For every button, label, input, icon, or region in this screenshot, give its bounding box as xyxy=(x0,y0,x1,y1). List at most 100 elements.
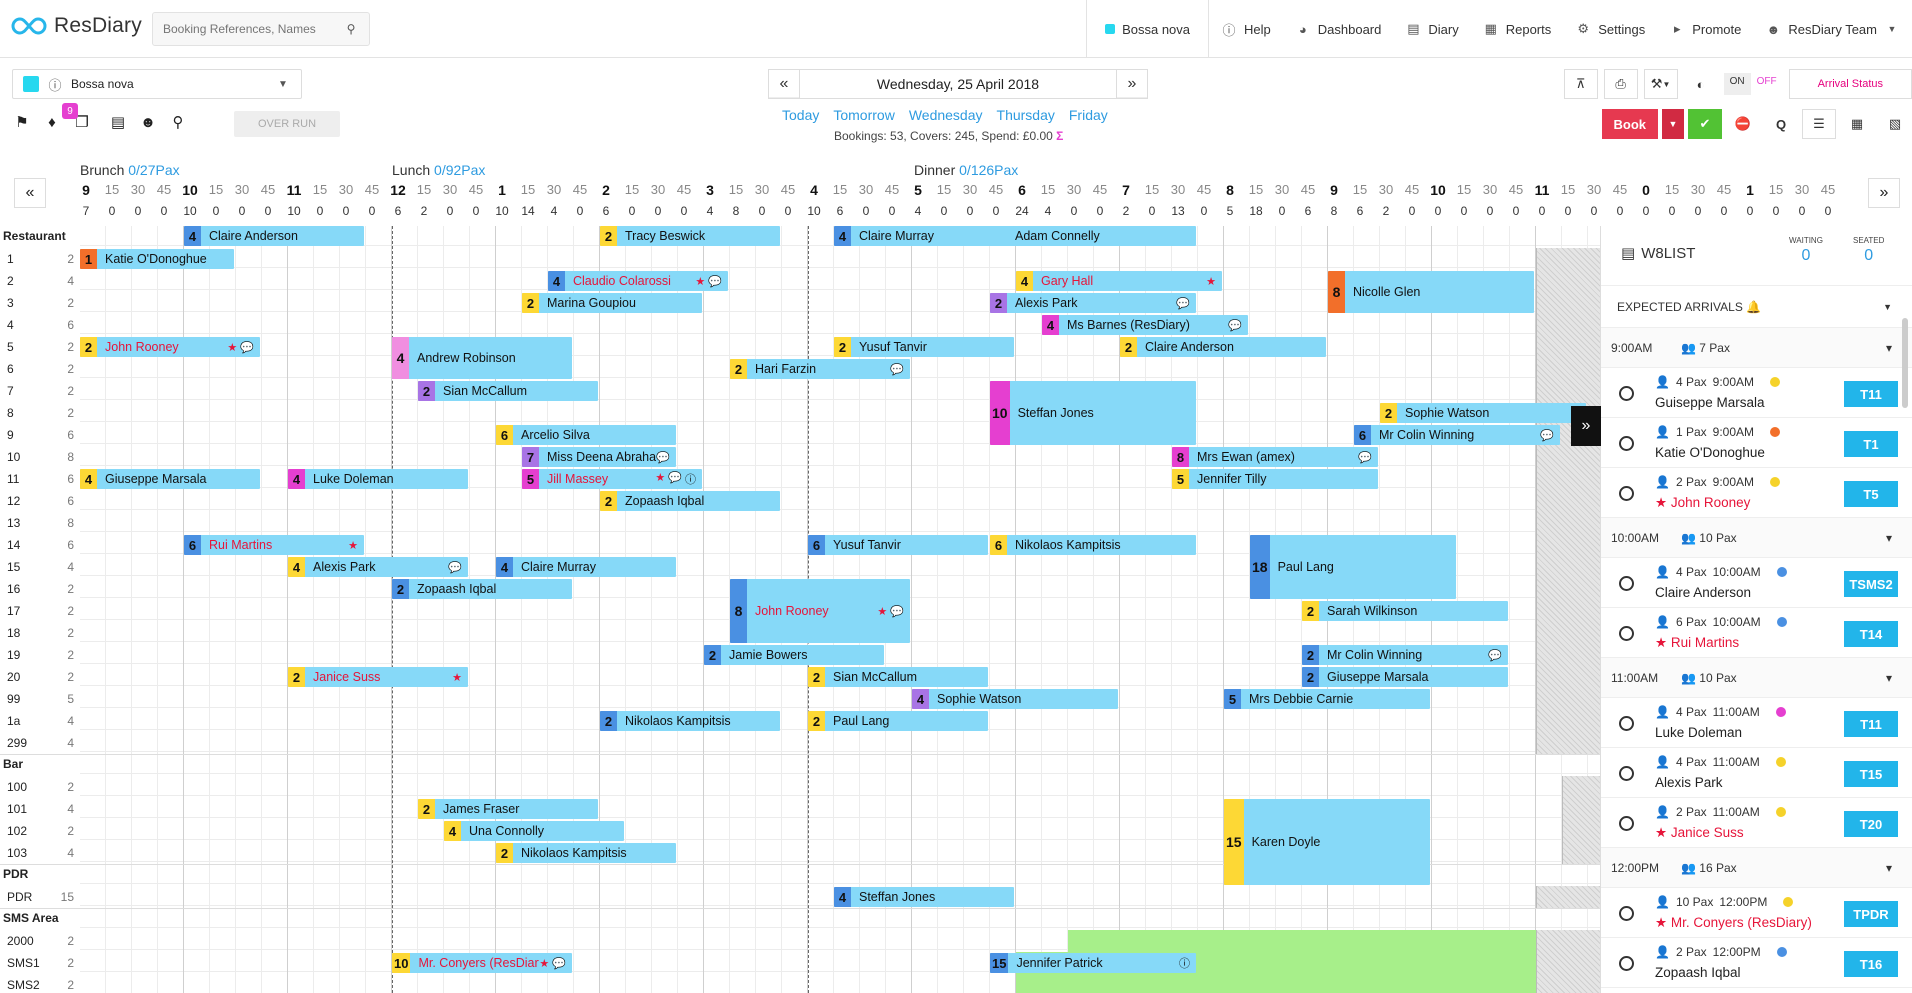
arrival-table-button[interactable]: T16 xyxy=(1844,951,1898,977)
arrival-table-button[interactable]: TSMS2 xyxy=(1844,571,1898,597)
booking-block[interactable]: 7 Miss Deena Abraham 💬 xyxy=(522,447,676,467)
table-row-label[interactable]: 99 5 xyxy=(0,688,80,710)
arrival-table-button[interactable]: T11 xyxy=(1844,711,1898,737)
nav-dashboard[interactable]: ◕ Dashboard xyxy=(1283,0,1394,58)
table-row-label[interactable]: 11 6 xyxy=(0,468,80,490)
arrival-item[interactable]: 👤 4 Pax 11:00AM Luke Doleman T11 xyxy=(1601,698,1912,748)
booking-block[interactable]: 2 Yusuf Tanvir xyxy=(834,337,1014,357)
booking-block[interactable]: 2 Janice Suss ★ xyxy=(288,667,468,687)
booking-block[interactable]: 15 Karen Doyle xyxy=(1224,799,1430,885)
booking-block[interactable]: 4 Steffan Jones xyxy=(834,887,1014,907)
arrival-item[interactable]: 👤 1 Pax 9:00AM Katie O'Donoghue T1 xyxy=(1601,418,1912,468)
booking-block[interactable]: 4 Andrew Robinson xyxy=(392,337,572,379)
booking-block[interactable]: 5 Mrs Debbie Carnie xyxy=(1224,689,1430,709)
session-dinner[interactable]: Dinner 0/126Pax xyxy=(914,162,1018,178)
timeline-next-button[interactable]: » xyxy=(1868,178,1900,208)
table-row-label[interactable]: 20 2 xyxy=(0,666,80,688)
arrival-table-button[interactable]: T5 xyxy=(1844,481,1898,507)
booking-block[interactable]: 2 John Rooney ★ 💬 xyxy=(80,337,260,357)
arrival-item[interactable]: 👤 2 Pax 11:00AM ★ Janice Suss T20 xyxy=(1601,798,1912,848)
push-top-button[interactable]: ⊼ xyxy=(1563,69,1598,99)
booking-block[interactable]: 18 Paul Lang xyxy=(1250,535,1456,599)
nav-team[interactable]: ☻ ResDiary Team ▼ xyxy=(1753,0,1912,58)
booking-block[interactable]: 2 Sian McCallum xyxy=(808,667,988,687)
booking-block[interactable]: 4 Ms Barnes (ResDiary) 💬 xyxy=(1042,315,1248,335)
table-row-label[interactable]: 13 8 xyxy=(0,512,80,534)
table-row-label[interactable]: 14 6 xyxy=(0,534,80,556)
arrival-item[interactable]: 👤 4 Pax 9:00AM Guiseppe Marsala T11 xyxy=(1601,368,1912,418)
block-button[interactable]: ⛔ xyxy=(1726,109,1760,139)
session-lunch[interactable]: Lunch 0/92Pax xyxy=(392,162,485,178)
search-input[interactable] xyxy=(163,22,343,36)
booking-block[interactable]: 4 Una Connolly xyxy=(444,821,624,841)
booking-block[interactable]: 1 Katie O'Donoghue xyxy=(80,249,234,269)
booking-block[interactable]: 6 Nikolaos Kampitsis xyxy=(990,535,1196,555)
arrival-time-slot[interactable]: 12:00PM 👥 16 Pax ▾ xyxy=(1601,848,1912,888)
arrival-table-button[interactable]: T15 xyxy=(1844,761,1898,787)
nav-settings[interactable]: ⚙ Settings xyxy=(1563,0,1657,58)
booking-block[interactable]: 2 Nikolaos Kampitsis xyxy=(496,843,676,863)
print-button[interactable]: ⎙ xyxy=(1603,69,1638,99)
booking-block[interactable]: 2 Zopaash Iqbal xyxy=(392,579,572,599)
booking-block[interactable]: 4 Sophie Watson xyxy=(912,689,1118,709)
table-row-label[interactable]: 19 2 xyxy=(0,644,80,666)
arrival-item[interactable]: 👤 2 Pax 9:00AM ★ John Rooney T5 xyxy=(1601,468,1912,518)
booking-block[interactable]: 4 Alexis Park 💬 xyxy=(288,557,468,577)
nav-venue[interactable]: Bossa nova xyxy=(1086,0,1210,58)
tools-dropdown[interactable]: ⚒ ▼ xyxy=(1643,69,1678,99)
booking-block[interactable]: 4 Claire Murray xyxy=(496,557,676,577)
next-day-button[interactable]: » xyxy=(1117,70,1147,98)
booking-block[interactable]: 4 Claire Murray xyxy=(834,226,1014,246)
nav-help[interactable]: ⓘ Help xyxy=(1209,0,1283,58)
booking-block[interactable]: 4 Luke Doleman xyxy=(288,469,468,489)
booking-block[interactable]: 5 Jennifer Tilly xyxy=(1172,469,1378,489)
logo[interactable]: ResDiary xyxy=(10,14,142,38)
day-link-wednesday[interactable]: Wednesday xyxy=(908,107,983,123)
venue-select[interactable]: ⓘ Bossa nova ▼ xyxy=(12,69,302,99)
arrival-item[interactable]: 👤 6 Pax 10:00AM ★ Rui Martins T14 xyxy=(1601,608,1912,658)
booking-block[interactable]: 4 Gary Hall ★ xyxy=(1016,271,1222,291)
booking-block[interactable]: 8 Mrs Ewan (amex) 💬 xyxy=(1172,447,1378,467)
current-date[interactable]: Wednesday, 25 April 2018 xyxy=(799,70,1117,98)
booking-block[interactable]: 2 Sarah Wilkinson xyxy=(1302,601,1508,621)
booking-block[interactable]: 5 Jill Massey ★ 💬 ⓘ xyxy=(522,469,702,489)
table-row-label[interactable]: SMS1 2 xyxy=(0,952,80,974)
sigma-icon[interactable]: Σ xyxy=(1056,129,1064,143)
view-toggle[interactable]: ◐ xyxy=(1683,69,1718,99)
booking-block[interactable]: 4 Claire Anderson xyxy=(184,226,364,246)
booking-block[interactable]: 6Adam Connelly xyxy=(990,226,1196,246)
waitlist-title[interactable]: ▤ W8LIST xyxy=(1621,244,1695,263)
table-row-label[interactable]: 102 2 xyxy=(0,820,80,842)
booking-block[interactable]: 4 Claudio Colarossi ★ 💬 xyxy=(548,271,728,291)
day-link-tomorrow[interactable]: Tomorrow xyxy=(833,107,895,123)
booking-block[interactable]: 2 Tracy Beswick xyxy=(600,226,780,246)
booking-block[interactable]: 2 Sophie Watson xyxy=(1380,403,1586,423)
flag-icon[interactable]: ⚑ xyxy=(15,114,29,131)
booking-block[interactable]: 2 Alexis Park 💬 xyxy=(990,293,1196,313)
on-off-toggle[interactable]: ON OFF xyxy=(1723,73,1783,95)
booking-block[interactable]: 2 Claire Anderson xyxy=(1120,337,1326,357)
booking-block[interactable]: 6 Arcelio Silva xyxy=(496,425,676,445)
booking-block[interactable]: 8 Nicolle Glen xyxy=(1328,271,1534,313)
tag-icon[interactable]: ♦ xyxy=(48,113,56,131)
booking-block[interactable]: 10 Steffan Jones xyxy=(990,381,1196,445)
table-row-label[interactable]: 16 2 xyxy=(0,578,80,600)
booking-block[interactable]: 2 Zopaash Iqbal xyxy=(600,491,780,511)
booking-block[interactable]: 8 John Rooney ★ 💬 xyxy=(730,579,910,643)
arrival-table-button[interactable]: TPDR xyxy=(1844,901,1898,927)
day-link-thursday[interactable]: Thursday xyxy=(996,107,1055,123)
day-link-today[interactable]: Today xyxy=(782,107,820,123)
nav-promote[interactable]: ▸ Promote xyxy=(1657,0,1753,58)
grid-view-button[interactable]: ▦ xyxy=(1840,109,1874,139)
table-row-label[interactable]: SMS2 2 xyxy=(0,974,80,993)
copy-icon[interactable]: ❐ xyxy=(75,114,89,131)
booking-block[interactable]: 6 Mr Colin Winning 💬 xyxy=(1354,425,1560,445)
arrival-item[interactable]: 👤 4 Pax 10:00AM Claire Anderson TSMS2 xyxy=(1601,558,1912,608)
prev-day-button[interactable]: « xyxy=(769,70,799,98)
arrival-table-button[interactable]: T11 xyxy=(1844,381,1898,407)
